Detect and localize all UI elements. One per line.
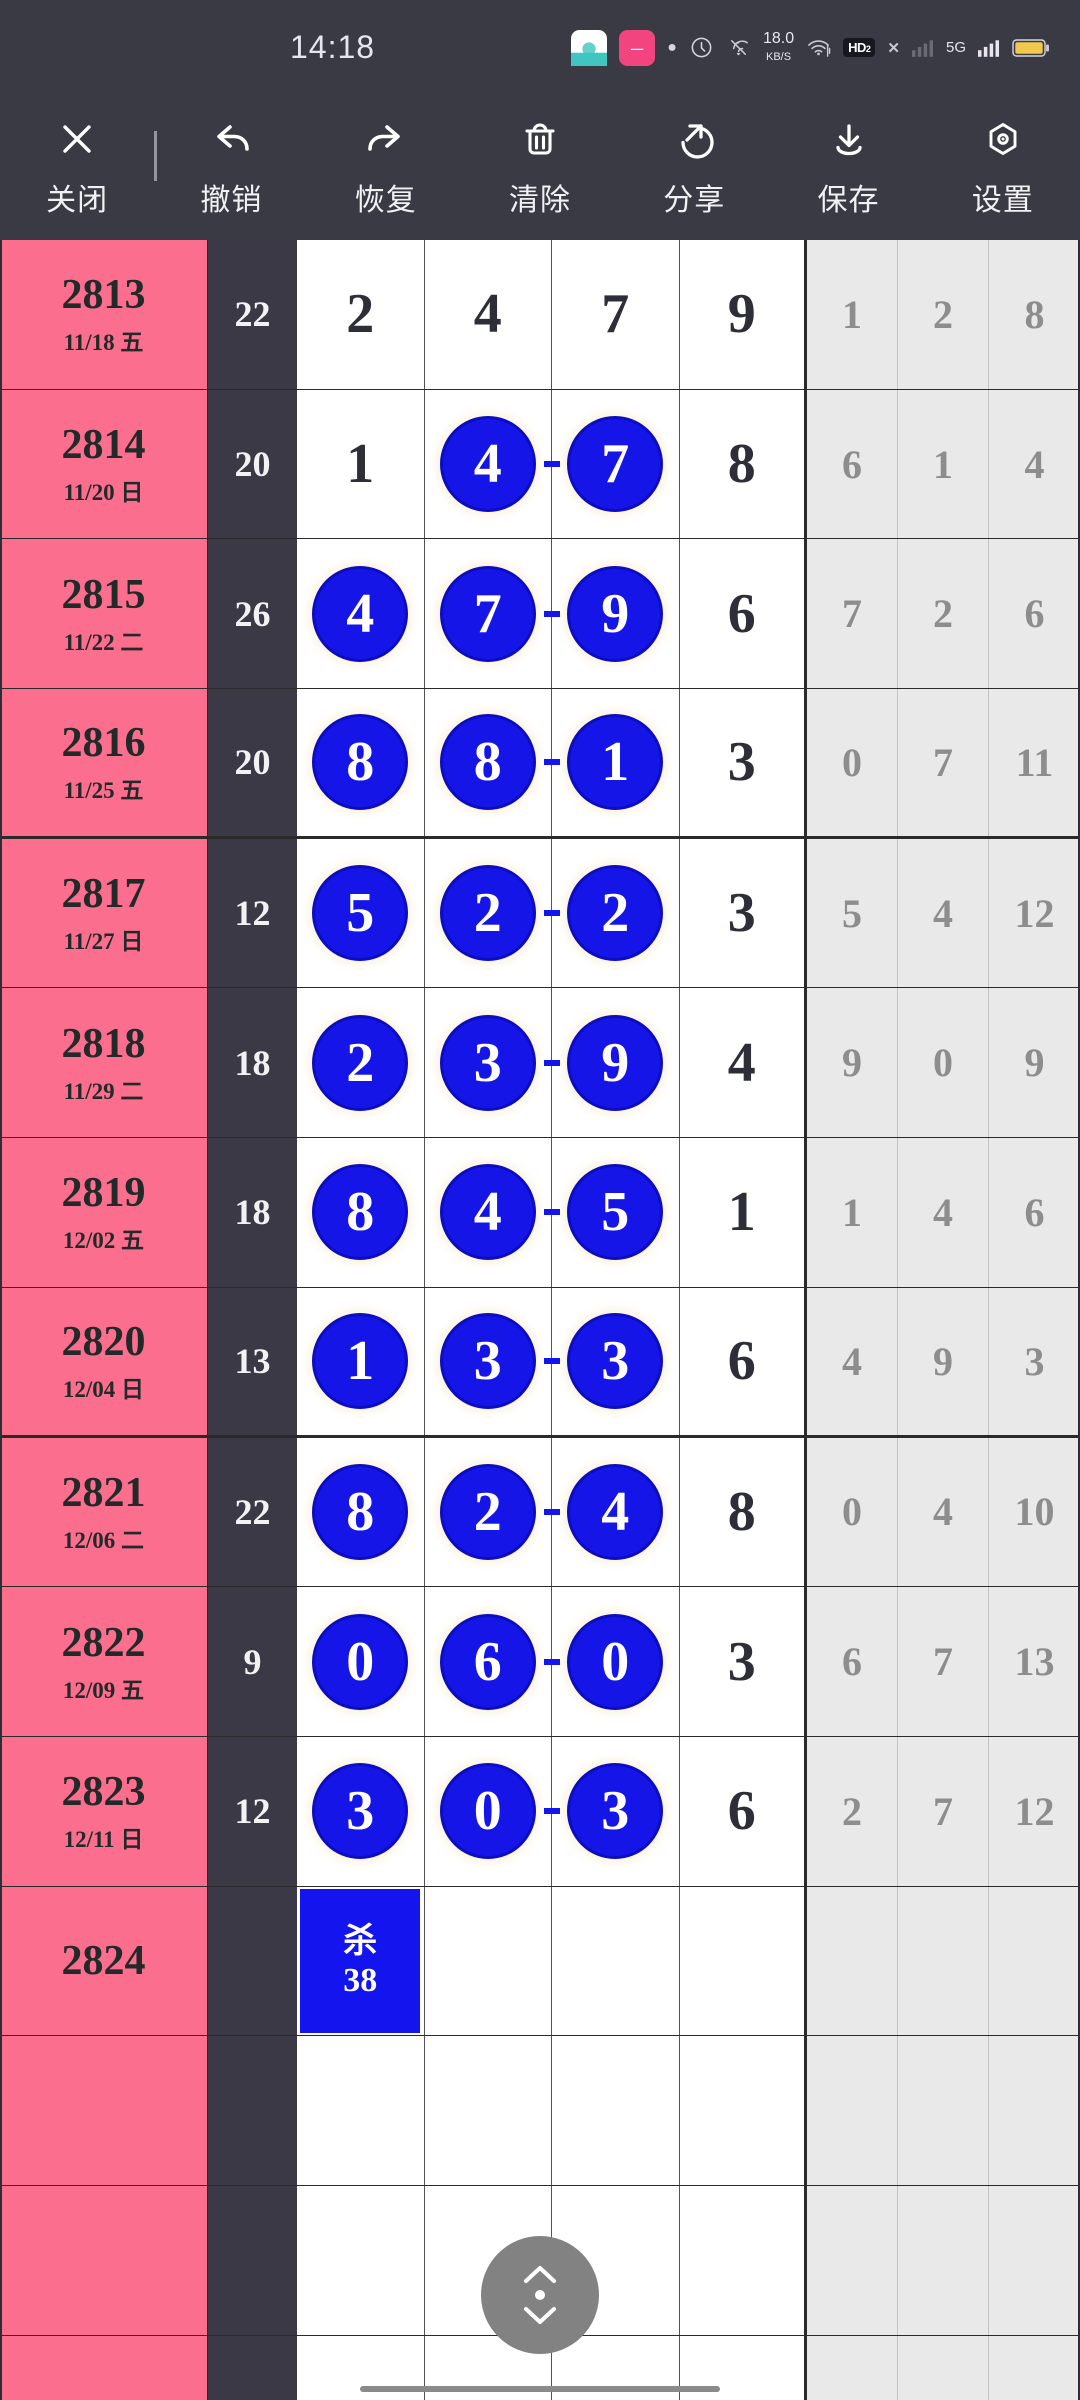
svg-text:—: — [631, 41, 644, 55]
